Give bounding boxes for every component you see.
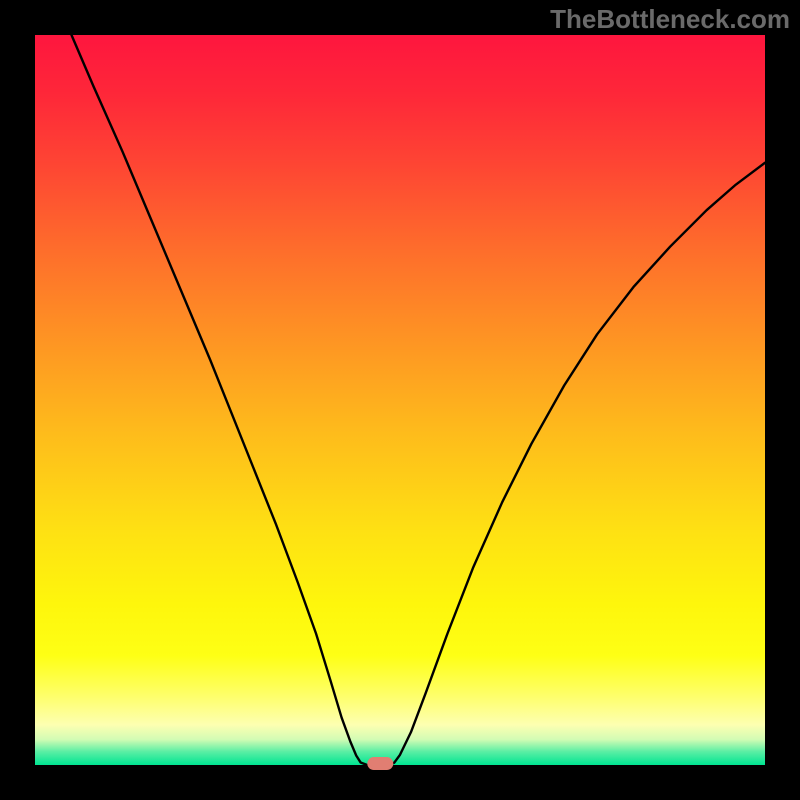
stage: TheBottleneck.com bbox=[0, 0, 800, 800]
min-marker bbox=[367, 757, 393, 770]
plot-background bbox=[35, 35, 765, 765]
bottleneck-chart bbox=[0, 0, 800, 800]
